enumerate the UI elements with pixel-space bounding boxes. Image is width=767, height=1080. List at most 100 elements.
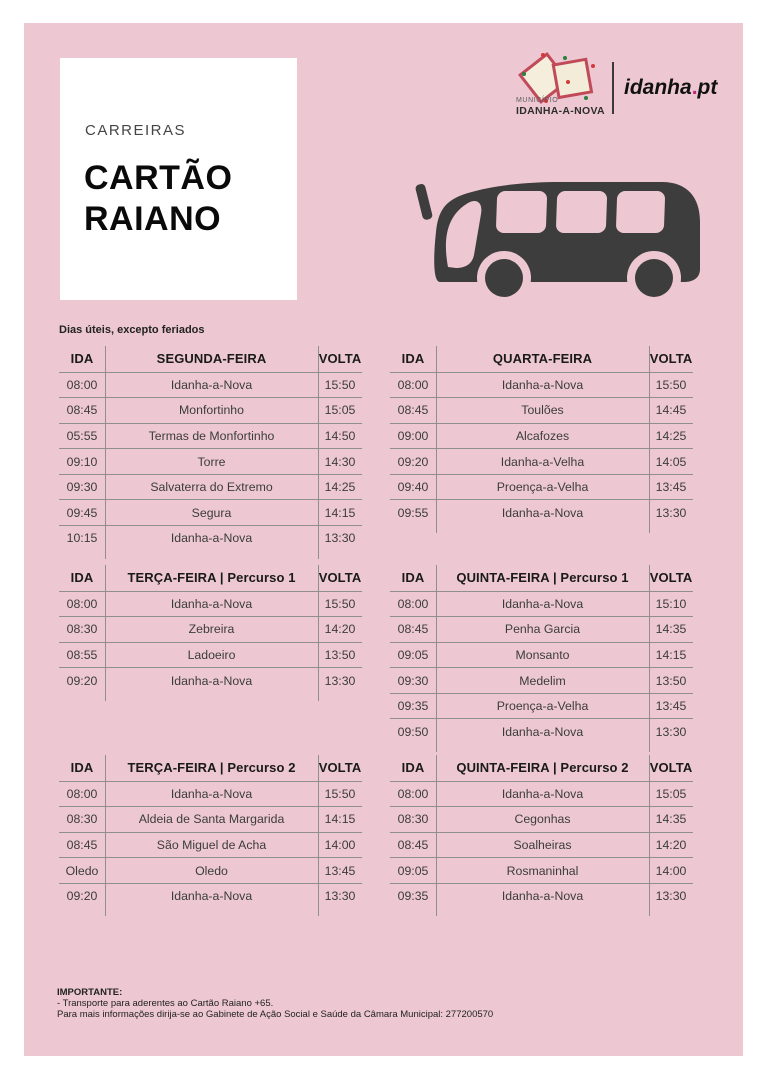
table-row: 08:00 Idanha-a-Nova 15:50 (59, 780, 362, 807)
cell-place: Proença-a-Velha (496, 480, 589, 495)
cell-ida: 05:55 (66, 428, 98, 443)
schedule-table-terca-p2: IDA TERÇA-FEIRA | Percurso 2 VOLTA 08:00… (59, 755, 362, 917)
schedule-note: Dias úteis, excepto feriados (59, 324, 205, 336)
cell-ida: 09:00 (397, 428, 429, 443)
cell-volta: 15:05 (324, 403, 356, 418)
cell-place: Cegonhas (514, 812, 571, 827)
column-header-ida: IDA (70, 570, 94, 586)
footer-title: IMPORTANTE: (57, 987, 123, 998)
schedule-table-segunda: IDA SEGUNDA-FEIRA VOLTA 08:00 Idanha-a-No… (59, 346, 362, 559)
cell-volta: 14:35 (655, 812, 687, 827)
cell-volta: 15:10 (655, 596, 687, 611)
cell-volta: 13:30 (655, 505, 687, 520)
schedule-table-quinta-p2: IDA QUINTA-FEIRA | Percurso 2 VOLTA 08:0… (390, 755, 693, 917)
cell-place: Idanha-a-Velha (500, 454, 585, 469)
cell-ida: 08:00 (397, 596, 429, 611)
table-row: 09:20 Idanha-a-Nova 13:30 (59, 882, 362, 909)
municipality-small-label: MUNICÍPIO (516, 97, 559, 104)
column-header-day: QUINTA-FEIRA | Percurso 1 (456, 570, 629, 586)
cell-volta: 15:50 (324, 377, 356, 392)
cell-ida: Oledo (65, 863, 99, 878)
cell-place: Monsanto (515, 647, 570, 662)
table-row: 09:00 Alcafozes 14:25 (390, 422, 693, 449)
table-row: 08:45 Toulões 14:45 (390, 397, 693, 423)
table-row: 09:20 Idanha-a-Velha 14:05 (390, 448, 693, 474)
column-header-volta: VOLTA (649, 570, 693, 586)
column-header-ida: IDA (401, 351, 425, 367)
cell-ida: 09:10 (66, 454, 98, 469)
table-row: 08:30 Zebreira 14:20 (59, 616, 362, 642)
cell-place: Idanha-a-Nova (170, 786, 253, 801)
table-row: 05:55 Termas de Monfortinho 14:50 (59, 422, 362, 449)
municipality-name: IDANHA-A-NOVA (516, 105, 605, 117)
table-row: 09:05 Monsanto 14:15 (390, 641, 693, 668)
cell-volta: 14:15 (324, 812, 356, 827)
column-header-ida: IDA (401, 570, 425, 586)
table-row: 08:00 Idanha-a-Nova 15:10 (390, 590, 693, 617)
cell-ida: 09:20 (397, 454, 429, 469)
table-row: Oledo Oledo 13:45 (59, 857, 362, 883)
cell-place: Medelim (519, 673, 566, 688)
cell-ida: 09:55 (397, 505, 429, 520)
cell-volta: 13:50 (324, 647, 356, 662)
table-row: 08:55 Ladoeiro 13:50 (59, 641, 362, 668)
table-row: 09:35 Idanha-a-Nova 13:30 (390, 882, 693, 909)
table-row: 09:35 Proença-a-Velha 13:45 (390, 692, 693, 719)
table-body: 08:00 Idanha-a-Nova 15:10 08:45 Penha Garcia… (390, 590, 693, 745)
cell-place: Salvaterra do Extremo (150, 480, 273, 495)
table-body: 08:00 Idanha-a-Nova 15:05 08:30 Cegonhas 14:3… (390, 780, 693, 909)
table-body: 08:00 Idanha-a-Nova 15:50 08:45 Monfortinho 1… (59, 371, 362, 551)
cell-place: Idanha-a-Nova (170, 673, 253, 688)
cell-ida: 08:00 (397, 377, 429, 392)
table-row: 09:30 Salvaterra do Extremo 14:25 (59, 473, 362, 500)
bus-icon (415, 182, 700, 300)
cell-ida: 09:20 (66, 889, 98, 904)
table-row: 09:30 Medelim 13:50 (390, 667, 693, 693)
cell-volta: 15:05 (655, 786, 687, 801)
cell-volta: 14:05 (655, 454, 687, 469)
cell-place: Idanha-a-Nova (501, 786, 584, 801)
kicker-label: CARREIRAS (85, 122, 187, 139)
column-header-day: SEGUNDA-FEIRA (156, 351, 267, 367)
table-header: IDA TERÇA-FEIRA | Percurso 1 VOLTA (59, 565, 362, 591)
column-header-volta: VOLTA (649, 351, 693, 367)
cell-place: Ladoeiro (187, 647, 236, 662)
table-row: 08:00 Idanha-a-Nova 15:50 (59, 590, 362, 617)
cell-volta: 14:30 (324, 454, 356, 469)
cell-ida: 08:00 (397, 786, 429, 801)
brand-text: idanha.pt (624, 76, 717, 100)
table-body: 08:00 Idanha-a-Nova 15:50 08:30 Aldeia de Sa… (59, 780, 362, 909)
adufe-logo-icon (518, 52, 595, 104)
cell-place: Idanha-a-Nova (501, 505, 584, 520)
cell-volta: 15:50 (655, 377, 687, 392)
cell-place: Idanha-a-Nova (501, 724, 584, 739)
cell-ida: 10:15 (66, 531, 98, 546)
table-row: 08:45 Soalheiras 14:20 (390, 831, 693, 858)
column-divider (649, 346, 650, 534)
brand-divider (612, 62, 614, 114)
column-divider (318, 346, 319, 559)
cell-place: Penha Garcia (504, 622, 581, 637)
cell-place: Zebreira (188, 622, 235, 637)
cell-ida: 08:30 (397, 812, 429, 827)
cell-place: Alcafozes (515, 428, 570, 443)
table-row: 09:50 Idanha-a-Nova 13:30 (390, 718, 693, 744)
cell-volta: 14:20 (324, 622, 356, 637)
table-row: 08:30 Cegonhas 14:35 (390, 806, 693, 832)
cell-ida: 08:45 (66, 837, 98, 852)
table-header: IDA QUARTA-FEIRA VOLTA (390, 346, 693, 372)
column-header-ida: IDA (70, 760, 94, 776)
cell-volta: 13:45 (655, 699, 687, 714)
cell-volta: 13:30 (655, 889, 687, 904)
column-header-volta: VOLTA (649, 760, 693, 776)
cell-place: Oledo (195, 863, 228, 878)
column-divider (436, 755, 437, 917)
cell-ida: 08:45 (66, 403, 98, 418)
cell-volta: 14:20 (655, 837, 687, 852)
column-header-volta: VOLTA (318, 351, 362, 367)
cell-place: São Miguel de Acha (156, 837, 267, 852)
column-header-ida: IDA (70, 351, 94, 367)
cell-place: Termas de Monfortinho (148, 428, 275, 443)
cell-ida: 08:30 (66, 812, 98, 827)
cell-place: Soalheiras (513, 837, 572, 852)
